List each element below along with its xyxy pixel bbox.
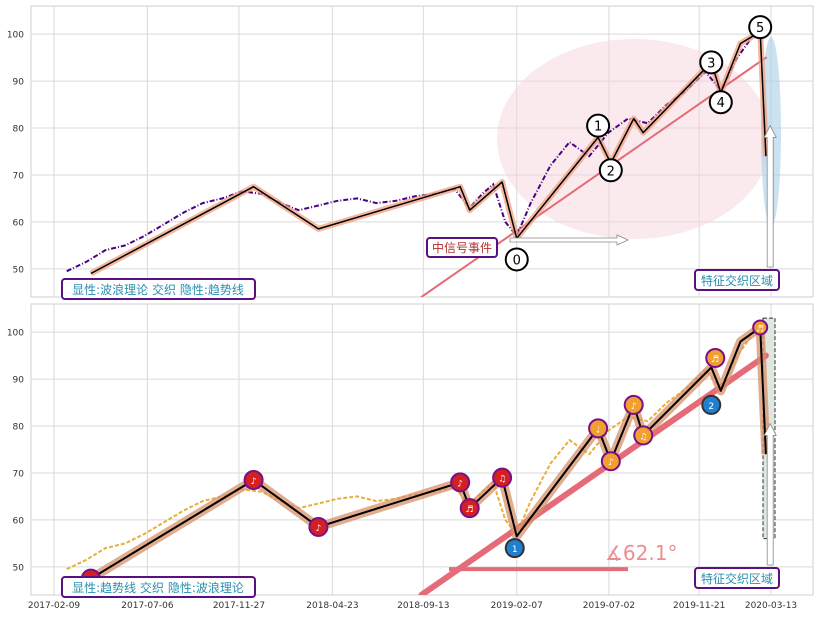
wave-marker xyxy=(308,516,329,537)
y-tick-label: 80 xyxy=(13,423,25,433)
signal-box xyxy=(426,237,498,258)
wave-label-text: 0 xyxy=(513,253,521,268)
wave-marker xyxy=(752,319,769,336)
wave-label-text: 1 xyxy=(594,120,602,135)
x-tick-label: 2019-02-07 xyxy=(491,601,543,611)
caption-box xyxy=(61,278,256,300)
zone-box xyxy=(694,269,780,291)
wave-marker-symbol: ♬ xyxy=(756,324,764,334)
wave-marker-symbol: ♪ xyxy=(608,458,614,468)
wave-marker-symbol: ♪ xyxy=(316,524,322,534)
wave-label-marker xyxy=(699,50,724,75)
signal-arrow xyxy=(509,234,629,246)
caption-text: 显性:波浪理论 交织 隐性:趋势线 xyxy=(72,282,244,297)
wave-marker xyxy=(459,498,480,519)
y-tick-label: 90 xyxy=(13,376,25,386)
y-tick-label: 80 xyxy=(13,125,25,135)
wave-marker xyxy=(492,467,513,488)
x-tick-label: 2020-03-13 xyxy=(745,601,797,611)
zone-arrow xyxy=(763,124,777,268)
wave-marker-symbol: ♫ xyxy=(639,432,647,442)
wave-label-marker xyxy=(708,90,733,115)
wave-label-marker xyxy=(598,158,623,183)
x-tick-label: 2017-07-06 xyxy=(121,601,174,611)
zone-arrow xyxy=(763,422,777,566)
highlight-ellipse xyxy=(497,39,771,239)
plot-area xyxy=(30,303,814,596)
angle-label: ∡62.1° xyxy=(605,541,677,565)
y-tick-label: 60 xyxy=(13,516,25,526)
signal-label: 中信号事件 xyxy=(432,240,492,255)
wave-marker-symbol: ♪ xyxy=(457,479,463,489)
wave-marker xyxy=(633,425,654,446)
wave-marker-symbol: ♫ xyxy=(498,475,506,485)
y-tick-label: 70 xyxy=(13,171,25,181)
wave-marker-symbol: ♩ xyxy=(596,425,600,435)
wave-marker xyxy=(705,347,726,368)
wave-marker-symbol: ♪ xyxy=(251,477,257,487)
wave-label-text: 2 xyxy=(607,164,615,179)
x-tick-label: 2017-11-27 xyxy=(213,601,265,611)
wave-marker xyxy=(623,394,644,415)
wave-marker-symbol: 2 xyxy=(708,402,714,412)
bottom-panel: 5060708090100♪♪♪♪♬♫1♩♪♪♫2♬♬∡62.1°特征交织区域显… xyxy=(7,303,814,611)
x-tick-label: 2017-02-09 xyxy=(28,601,81,611)
wave-path xyxy=(90,31,767,275)
wave-label-marker xyxy=(504,247,529,272)
wave-marker xyxy=(600,451,621,472)
x-tick-label: 2018-09-13 xyxy=(397,601,449,611)
wave-marker-symbol: 1 xyxy=(512,545,518,555)
wave-marker-symbol: ♬ xyxy=(711,355,719,365)
x-tick-label: 2018-04-23 xyxy=(306,601,358,611)
y-tick-label: 60 xyxy=(13,218,25,228)
wave-label-marker xyxy=(748,15,773,40)
wave-marker xyxy=(701,394,722,415)
wave-marker xyxy=(504,538,525,559)
wave-marker-symbol: ♪ xyxy=(631,402,637,412)
y-tick-label: 50 xyxy=(13,265,25,275)
x-tick-label: 2019-11-21 xyxy=(673,601,725,611)
caption-text: 显性:趋势线 交织 隐性:波浪理论 xyxy=(72,580,244,595)
wave-label-text: 3 xyxy=(707,56,715,71)
wave-label-text: 5 xyxy=(756,21,764,36)
y-tick-label: 50 xyxy=(13,563,25,573)
wave-marker xyxy=(450,472,471,493)
caption-box xyxy=(61,576,256,598)
y-tick-label: 100 xyxy=(7,31,24,41)
x-tick-label: 2019-07-02 xyxy=(583,601,635,611)
zone-label: 特征交织区域 xyxy=(701,571,773,586)
wave-marker xyxy=(588,418,609,439)
y-tick-label: 100 xyxy=(7,329,24,339)
wave-marker-symbol: ♬ xyxy=(466,505,474,515)
zone-box xyxy=(694,567,780,589)
wave-label-text: 4 xyxy=(717,96,725,111)
wave-label-marker xyxy=(586,113,611,138)
y-tick-label: 70 xyxy=(13,469,25,479)
wave-path xyxy=(90,326,767,580)
y-tick-label: 90 xyxy=(13,78,25,88)
wave-marker xyxy=(243,470,264,491)
zone-label: 特征交织区域 xyxy=(701,273,773,288)
